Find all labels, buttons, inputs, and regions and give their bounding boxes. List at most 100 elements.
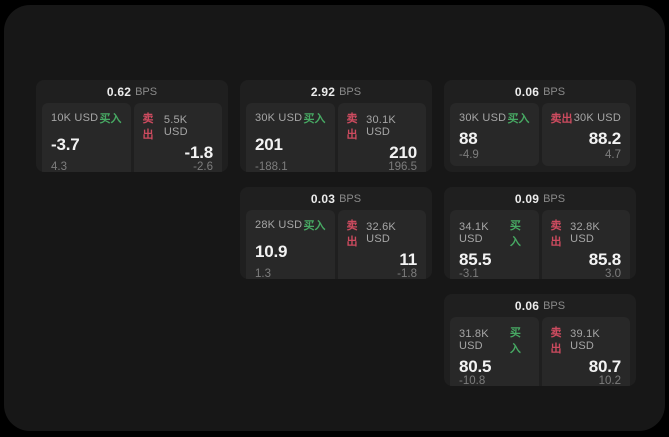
quote-card-body: 10K USD 买入 -3.7 4.3 卖出 5.5K USD -1.8 -2.… (36, 103, 228, 172)
sell-amount: 32.8K USD (570, 221, 600, 245)
buy-tile-header: 10K USD 买入 (51, 110, 122, 126)
quote-card: 0.03 BPS 28K USD 买入 10.9 1.3 卖出 32.6K US… (240, 187, 432, 279)
buy-price: 85.5 (459, 250, 492, 269)
buy-quote-tile[interactable]: 30K USD 买入 88 -4.9 (450, 103, 539, 166)
sell-quote-tile[interactable]: 卖出 5.5K USD -1.8 -2.6 (133, 103, 222, 172)
bps-unit-label: BPS (543, 192, 566, 205)
sell-delta: 4.7 (605, 149, 621, 161)
sell-price: 85.8 (588, 250, 621, 269)
quote-card-body: 30K USD 买入 88 -4.9 卖出 30K USD 88.2 4.7 (444, 103, 636, 172)
sell-label: 卖出 (550, 113, 573, 125)
bps-spread-header: 2.92 BPS (240, 80, 432, 103)
bps-unit-label: BPS (543, 85, 566, 98)
bps-spread-header: 0.62 BPS (36, 80, 228, 103)
buy-tile-header: 28K USD 买入 (255, 217, 326, 233)
quote-card-body: 31.8K USD 买入 80.5 -10.8 卖出 39.1K USD 80.… (444, 317, 636, 386)
sell-label: 卖出 (550, 327, 562, 355)
buy-label: 买入 (303, 113, 326, 125)
sell-quote-tile[interactable]: 卖出 30.1K USD 210 196.5 (337, 103, 426, 172)
sell-price: 80.7 (588, 357, 621, 376)
bps-spread-value: 0.09 (514, 191, 540, 206)
buy-delta: 4.3 (51, 161, 67, 172)
bps-spread-header: 0.06 BPS (444, 80, 636, 103)
bps-spread-value: 0.62 (106, 84, 132, 99)
sell-amount: 30.1K USD (366, 114, 396, 138)
bps-unit-label: BPS (135, 85, 158, 98)
buy-label: 买入 (507, 113, 530, 125)
buy-label: 买入 (509, 327, 521, 355)
buy-amount: 30K USD (255, 112, 303, 124)
sell-delta: 3.0 (605, 268, 621, 279)
sell-tile-header: 卖出 32.6K USD (347, 217, 418, 249)
buy-amount: 10K USD (51, 112, 99, 124)
buy-amount: 31.8K USD (459, 328, 489, 352)
quote-card: 0.06 BPS 31.8K USD 买入 80.5 -10.8 卖出 39.1… (444, 294, 636, 386)
quote-card-body: 28K USD 买入 10.9 1.3 卖出 32.6K USD 11 -1.8 (240, 210, 432, 279)
quote-card: 2.92 BPS 30K USD 买入 201 -188.1 卖出 30.1K … (240, 80, 432, 172)
buy-tile-header: 31.8K USD 买入 (459, 324, 530, 356)
bps-spread-value: 2.92 (310, 84, 336, 99)
sell-quote-tile[interactable]: 卖出 32.8K USD 85.8 3.0 (541, 210, 630, 279)
bps-spread-value: 0.06 (514, 84, 540, 99)
buy-label: 买入 (99, 113, 122, 125)
buy-price: 201 (255, 135, 283, 154)
buy-quote-tile[interactable]: 28K USD 买入 10.9 1.3 (246, 210, 335, 279)
buy-amount: 28K USD (255, 219, 303, 231)
bps-spread-header: 0.03 BPS (240, 187, 432, 210)
sell-delta: -2.6 (193, 161, 213, 172)
bps-unit-label: BPS (339, 85, 362, 98)
main-panel: 0.62 BPS 10K USD 买入 -3.7 4.3 卖出 5.5K USD… (4, 5, 665, 431)
buy-price: 88 (459, 129, 478, 148)
buy-tile-header: 30K USD 买入 (255, 110, 326, 126)
sell-tile-header: 卖出 30K USD (551, 110, 622, 126)
sell-delta: 196.5 (388, 161, 417, 172)
quote-card: 0.06 BPS 30K USD 买入 88 -4.9 卖出 30K USD 8… (444, 80, 636, 172)
buy-price: 10.9 (255, 242, 288, 261)
sell-amount: 32.6K USD (366, 221, 396, 245)
sell-label: 卖出 (346, 113, 358, 141)
buy-price: -3.7 (51, 135, 80, 154)
buy-amount: 30K USD (459, 112, 507, 124)
buy-price: 80.5 (459, 357, 492, 376)
buy-quote-tile[interactable]: 34.1K USD 买入 85.5 -3.1 (450, 210, 539, 279)
sell-delta: -1.8 (397, 268, 417, 279)
sell-label: 卖出 (346, 220, 358, 248)
buy-delta: -188.1 (255, 161, 288, 172)
bps-unit-label: BPS (543, 299, 566, 312)
buy-quote-tile[interactable]: 10K USD 买入 -3.7 4.3 (42, 103, 131, 172)
sell-quote-tile[interactable]: 卖出 30K USD 88.2 4.7 (541, 103, 630, 166)
sell-delta: 10.2 (598, 375, 621, 386)
buy-amount: 34.1K USD (459, 221, 489, 245)
buy-delta: -3.1 (459, 268, 479, 279)
sell-tile-header: 卖出 5.5K USD (143, 110, 214, 142)
sell-amount: 5.5K USD (163, 114, 188, 138)
bps-unit-label: BPS (339, 192, 362, 205)
sell-price: 88.2 (588, 129, 621, 148)
sell-quote-tile[interactable]: 卖出 39.1K USD 80.7 10.2 (541, 317, 630, 386)
quote-card: 0.09 BPS 34.1K USD 买入 85.5 -3.1 卖出 32.8K… (444, 187, 636, 279)
bps-spread-value: 0.06 (514, 298, 540, 313)
sell-price: 11 (399, 250, 417, 269)
sell-amount: 39.1K USD (570, 328, 600, 352)
buy-tile-header: 30K USD 买入 (459, 110, 530, 126)
bps-spread-header: 0.06 BPS (444, 294, 636, 317)
sell-tile-header: 卖出 32.8K USD (551, 217, 622, 249)
sell-amount: 30K USD (573, 112, 621, 124)
quote-card-body: 30K USD 买入 201 -188.1 卖出 30.1K USD 210 1… (240, 103, 432, 172)
sell-label: 卖出 (142, 113, 154, 141)
sell-quote-tile[interactable]: 卖出 32.6K USD 11 -1.8 (337, 210, 426, 279)
sell-price: 210 (389, 143, 417, 162)
sell-price: -1.8 (184, 143, 214, 162)
sell-tile-header: 卖出 30.1K USD (347, 110, 418, 142)
sell-tile-header: 卖出 39.1K USD (551, 324, 622, 356)
buy-delta: -10.8 (459, 375, 486, 386)
buy-delta: 1.3 (255, 268, 271, 279)
buy-label: 买入 (303, 220, 326, 232)
bps-spread-value: 0.03 (310, 191, 336, 206)
buy-delta: -4.9 (459, 149, 479, 161)
buy-quote-tile[interactable]: 30K USD 买入 201 -188.1 (246, 103, 335, 172)
bps-spread-header: 0.09 BPS (444, 187, 636, 210)
buy-tile-header: 34.1K USD 买入 (459, 217, 530, 249)
quote-card-grid: 0.62 BPS 10K USD 买入 -3.7 4.3 卖出 5.5K USD… (36, 80, 636, 386)
buy-quote-tile[interactable]: 31.8K USD 买入 80.5 -10.8 (450, 317, 539, 386)
